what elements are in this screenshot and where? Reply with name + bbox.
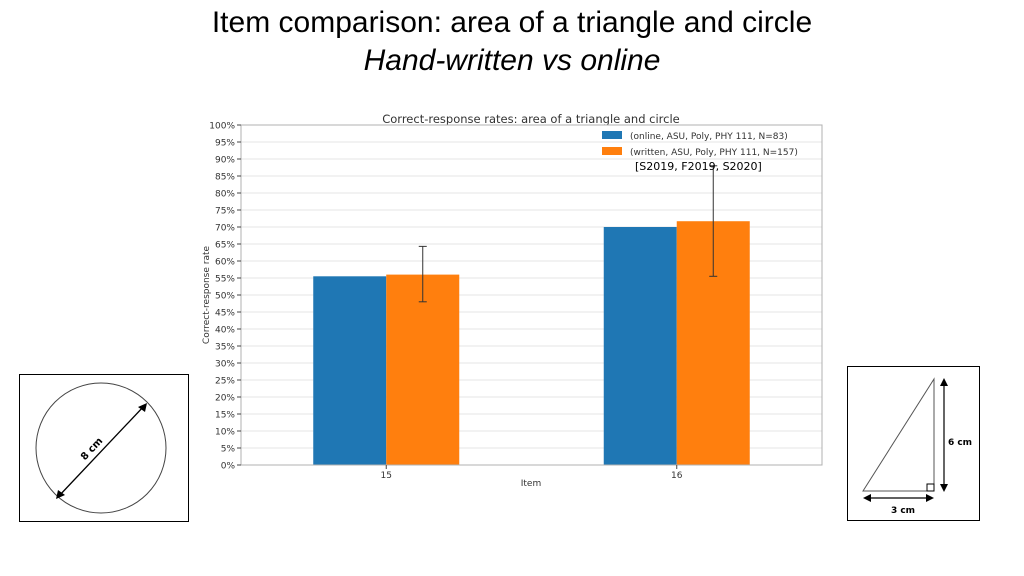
y-tick-label: 30% (215, 360, 235, 370)
y-tick-label: 75% (215, 207, 235, 217)
diameter-arrow-start (56, 490, 65, 499)
y-axis-ticks: 0% 5% 10% 15% 20% 25% 30% 35% 40% 45% 50% 55% 60% 65%… (209, 122, 241, 472)
slide-title: Item comparison: area of a triangle and … (211, 6, 813, 39)
y-tick-label: 10% (215, 428, 235, 438)
circle-figure: 8 cm (19, 374, 189, 522)
x-tick-label: 15 (381, 471, 392, 481)
legend-entry-written: (written, ASU, Poly, PHY 111, N=157) (630, 148, 798, 158)
x-axis-label: Item (521, 479, 542, 489)
y-tick-label: 45% (215, 309, 235, 319)
y-axis-label: Correct-response rate (202, 245, 212, 344)
circle-drawing: 8 cm (35, 382, 167, 514)
semester-annotation: [S2019, F2019, S2020] (635, 160, 762, 173)
y-tick-label: 25% (215, 377, 235, 387)
x-axis-ticks: 15 16 (381, 465, 683, 481)
y-tick-label: 0% (221, 462, 236, 472)
y-tick-label: 70% (215, 224, 235, 234)
diameter-arrow-end (138, 403, 147, 412)
bar-online-16 (603, 227, 677, 465)
x-tick-label: 16 (671, 471, 683, 481)
y-tick-label: 15% (215, 411, 235, 421)
y-tick-label: 65% (215, 241, 235, 251)
bar-written-15 (386, 274, 460, 465)
legend-swatch-online (602, 131, 622, 139)
base-label: 3 cm (891, 506, 915, 516)
y-tick-label: 55% (215, 275, 235, 285)
triangle-shape (862, 377, 935, 492)
y-tick-label: 80% (215, 190, 235, 200)
y-tick-label: 20% (215, 394, 235, 404)
triangle-drawing: 6 cm 3 cm (862, 377, 972, 516)
bar-chart: Correct-response rates: area of a triang… (202, 112, 823, 489)
right-angle-mark (926, 483, 935, 492)
y-tick-label: 35% (215, 343, 235, 353)
circle-shape (35, 382, 167, 514)
chart-title: Correct-response rates: area of a triang… (382, 112, 680, 126)
y-tick-label: 50% (215, 292, 235, 302)
bar-online-15 (313, 276, 387, 465)
y-tick-label: 100% (209, 122, 235, 132)
y-tick-label: 5% (221, 445, 236, 455)
error-bars (418, 165, 718, 303)
triangle-figure: 6 cm 3 cm (847, 366, 980, 521)
y-tick-label: 85% (215, 173, 235, 183)
height-arrow-top (940, 378, 948, 386)
height-label: 6 cm (948, 438, 972, 448)
y-tick-label: 95% (215, 139, 235, 149)
diameter-line (57, 404, 146, 498)
y-tick-label: 90% (215, 156, 235, 166)
slide-subtitle: Hand-written vs online (363, 44, 661, 77)
legend: (online, ASU, Poly, PHY 111, N=83) (writ… (602, 131, 798, 158)
y-tick-label: 60% (215, 258, 235, 268)
y-tick-label: 40% (215, 326, 235, 336)
base-arrow-left (863, 494, 871, 502)
height-arrow-bottom (940, 484, 948, 492)
legend-entry-online: (online, ASU, Poly, PHY 111, N=83) (630, 132, 788, 142)
bars (313, 221, 750, 465)
base-arrow-right (926, 494, 934, 502)
diameter-label: 8 cm (79, 436, 105, 463)
legend-swatch-written (602, 147, 622, 155)
